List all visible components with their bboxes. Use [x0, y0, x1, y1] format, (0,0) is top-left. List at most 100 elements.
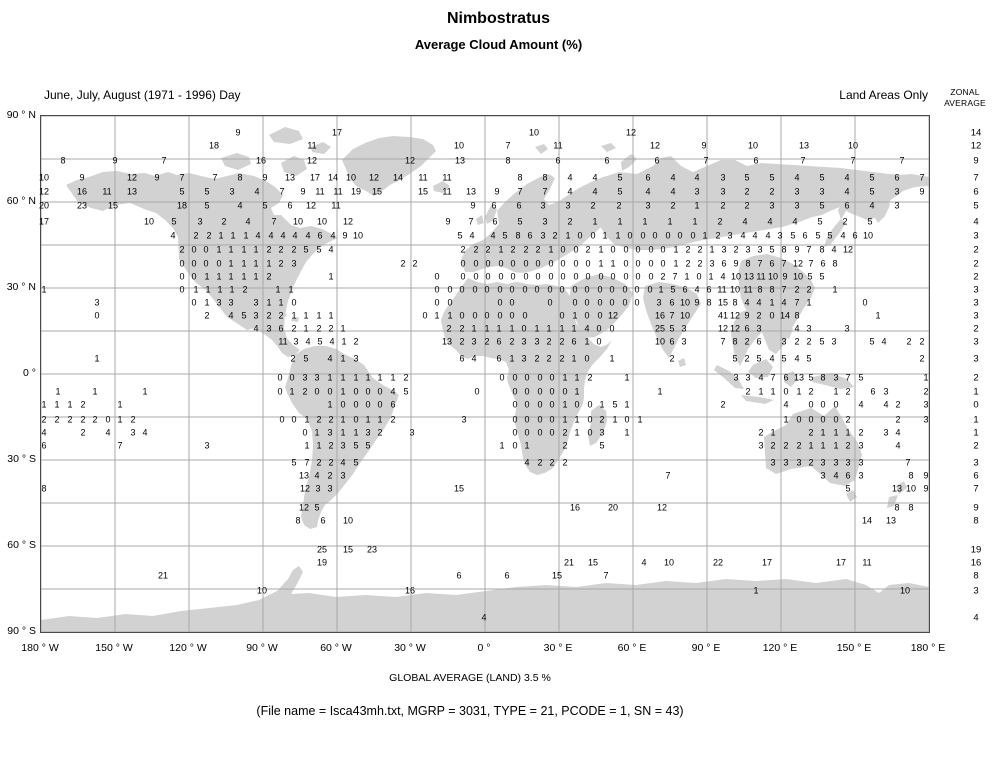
grid-value: 4 [645, 186, 651, 197]
grid-value: 5 [262, 200, 268, 211]
grid-value: 1 [377, 372, 383, 383]
grid-value: 6 [459, 353, 465, 364]
grid-value: 8 [732, 297, 738, 308]
file-info-label: (File name = Isca43mh.txt, MGRP = 3031, … [256, 704, 684, 718]
grid-value: 0 [622, 284, 628, 295]
grid-value: 1 [598, 244, 604, 255]
grid-value: 1 [216, 244, 222, 255]
grid-value: 8 [894, 502, 900, 513]
y-tick-label: 90 ° N [6, 109, 36, 121]
grid-value: 1 [230, 230, 236, 241]
grid-value: 5 [617, 172, 623, 183]
grid-value: 0 [585, 271, 591, 282]
grid-value: 12 [649, 140, 661, 151]
grid-value: 0 [537, 386, 543, 397]
grid-value: 4 [844, 172, 850, 183]
grid-value: 6 [654, 155, 660, 166]
grid-value: 0 [434, 284, 440, 295]
grid-value: 0 [609, 284, 615, 295]
grid-value: 1 [571, 353, 577, 364]
grid-value: 5 [617, 186, 623, 197]
grid-value: 0 [634, 284, 640, 295]
zonal-average-value: 6 [973, 186, 979, 198]
grid-value: 1 [702, 230, 708, 241]
grid-value: 6 [820, 258, 826, 269]
grid-value: 10 [345, 172, 357, 183]
grid-value: 5 [819, 200, 825, 211]
grid-value: 1 [390, 372, 396, 383]
grid-value: 0 [573, 271, 579, 282]
zonal-average-value: 6 [973, 470, 979, 482]
grid-value: 16 [654, 310, 666, 321]
grid-value: 0 [179, 258, 185, 269]
grid-value: 7 [603, 570, 609, 581]
grid-value: 1 [592, 216, 598, 227]
grid-value: 12 [792, 258, 804, 269]
grid-value: 5 [314, 502, 320, 513]
grid-value: 9 [794, 244, 800, 255]
grid-value: 1 [228, 244, 234, 255]
grid-value: 6 [604, 155, 610, 166]
grid-value: 9 [342, 230, 348, 241]
grid-value: 1 [304, 440, 310, 451]
grid-value: 6 [41, 440, 47, 451]
australia-landmass [764, 406, 862, 486]
siberia-landmass [594, 156, 929, 250]
grid-value: 2 [559, 336, 565, 347]
grid-value: 0 [510, 271, 516, 282]
grid-value: 1 [498, 244, 504, 255]
grid-value: 2 [744, 200, 750, 211]
grid-value: 4 [767, 216, 773, 227]
grid-value: 11 [307, 140, 317, 151]
grid-value: 1 [289, 386, 295, 397]
grid-value: 0 [660, 258, 666, 269]
grid-value: 0 [610, 244, 616, 255]
grid-value: 1 [642, 216, 648, 227]
grid-value: 2 [895, 399, 901, 410]
grid-value: 2 [459, 336, 465, 347]
grid-value: 1 [562, 372, 568, 383]
grid-value: 1 [484, 323, 490, 334]
lat-lon-gridlines [41, 116, 929, 632]
grid-value: 2 [745, 386, 751, 397]
grid-value: 8 [41, 483, 47, 494]
grid-value: 1 [304, 414, 310, 425]
grid-value: 9 [733, 258, 739, 269]
grid-value: 0 [191, 271, 197, 282]
zonal-average-value: 2 [973, 440, 979, 452]
grid-value: 13 [441, 336, 453, 347]
grid-value: 2 [316, 457, 322, 468]
grid-value: 2 [446, 323, 452, 334]
grid-value: 11 [756, 271, 766, 282]
grid-value: 8 [60, 155, 66, 166]
grid-value: 0 [340, 399, 346, 410]
grid-value: 2 [756, 310, 762, 321]
grid-value: 3 [293, 336, 299, 347]
grid-value: 2 [923, 386, 929, 397]
grid-value: 0 [584, 297, 590, 308]
grid-value: 2 [328, 457, 334, 468]
grid-value: 0 [203, 244, 209, 255]
grid-value: 1 [534, 323, 540, 334]
grid-value: 13 [454, 155, 466, 166]
zonal-average-value: 7 [973, 172, 979, 184]
grid-value: 17 [761, 557, 773, 568]
grid-value: 7 [781, 258, 787, 269]
east-asia-landmass [738, 254, 815, 354]
grid-value: 15 [453, 483, 465, 494]
grid-value: 8 [757, 284, 763, 295]
grid-value: 2 [54, 414, 60, 425]
grid-value: 4 [869, 200, 875, 211]
grid-value: 5 [502, 230, 508, 241]
grid-value: 3 [721, 244, 727, 255]
grid-value: 0 [560, 258, 566, 269]
grid-value: 0 [597, 284, 603, 295]
grid-value: 1 [377, 414, 383, 425]
grid-value: 4 [895, 440, 901, 451]
grid-value: 0 [573, 258, 579, 269]
grid-value: 1 [584, 336, 590, 347]
grid-value: 1 [609, 353, 615, 364]
zonal-average-value: 3 [973, 457, 979, 469]
grid-value: 12 [342, 216, 354, 227]
